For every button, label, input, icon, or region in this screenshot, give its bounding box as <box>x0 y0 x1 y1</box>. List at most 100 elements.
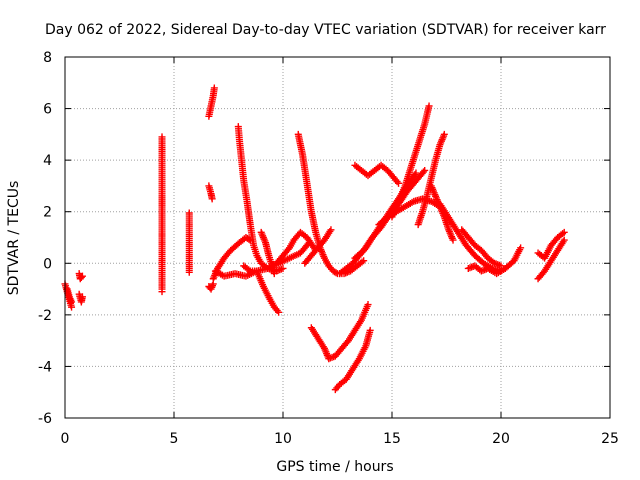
data-point <box>551 237 559 245</box>
data-point <box>320 252 328 260</box>
data-point <box>264 250 272 258</box>
data-point <box>354 356 362 364</box>
data-point <box>249 239 257 247</box>
data-point <box>185 266 193 274</box>
y-tick-label: -4 <box>38 359 52 375</box>
data-point <box>209 282 217 290</box>
y-axis-label: SDTVAR / TECUs <box>6 181 22 296</box>
data-point <box>358 258 366 266</box>
data-point <box>418 169 426 177</box>
data-point <box>407 163 415 171</box>
data-point <box>495 261 503 269</box>
data-point <box>318 239 326 247</box>
data-point <box>305 255 313 263</box>
data-point <box>298 149 306 157</box>
data-point <box>419 168 427 176</box>
data-point <box>516 246 524 254</box>
series-t9 <box>205 280 217 293</box>
series-t2 <box>63 285 76 306</box>
data-point <box>435 143 443 151</box>
data-point <box>224 249 232 257</box>
y-tick-label: -2 <box>38 308 52 324</box>
series-t10 <box>209 234 254 283</box>
data-point <box>252 249 260 257</box>
data-point <box>276 255 284 263</box>
data-point <box>411 171 419 179</box>
data-point <box>65 291 73 299</box>
series-t28 <box>458 226 505 270</box>
series-t30 <box>534 236 568 283</box>
data-point <box>277 265 285 273</box>
series-t14 <box>257 228 278 278</box>
series-t22 <box>351 161 403 187</box>
x-tick-label: 10 <box>274 431 292 447</box>
data-point <box>468 238 476 246</box>
data-point <box>335 347 343 355</box>
x-tick-label: 20 <box>492 431 510 447</box>
data-point <box>559 230 567 238</box>
data-point <box>207 188 215 196</box>
series-t16 <box>294 130 368 278</box>
data-point <box>232 241 240 249</box>
data-point <box>311 247 319 255</box>
data-point <box>431 191 439 199</box>
data-point <box>209 94 217 102</box>
data-point <box>393 178 401 186</box>
x-tick-label: 15 <box>383 431 401 447</box>
series-t15 <box>272 228 320 267</box>
data-point <box>448 234 456 242</box>
data-point <box>400 184 408 192</box>
data-point <box>78 295 86 303</box>
data-points <box>61 84 568 394</box>
axis-ticks: 0 5 10 15 20 25 -6 -4 -2 0 2 4 6 8 <box>38 50 619 447</box>
series-t8 <box>205 182 216 203</box>
data-point <box>261 237 269 245</box>
data-point <box>357 249 365 257</box>
data-point <box>324 260 332 268</box>
series-t17 <box>301 226 335 267</box>
data-point <box>481 251 489 259</box>
data-point <box>477 257 485 265</box>
data-point <box>366 237 374 245</box>
series-t6 <box>185 209 193 276</box>
series-t21 <box>351 169 420 262</box>
series-t24 <box>388 102 433 221</box>
series-t19 <box>331 326 374 394</box>
data-point <box>431 158 439 166</box>
series-t12 <box>234 123 287 275</box>
data-point <box>273 307 281 315</box>
series-t29 <box>464 244 525 278</box>
chart-title: Day 062 of 2022, Sidereal Day-to-day VTE… <box>45 22 606 38</box>
y-tick-label: 8 <box>43 50 52 66</box>
data-point <box>331 268 339 276</box>
series-t18 <box>307 301 372 363</box>
data-point <box>207 104 215 112</box>
series-t5 <box>158 133 166 296</box>
data-point <box>468 249 476 257</box>
y-tick-label: 6 <box>43 102 52 118</box>
data-point <box>311 226 319 234</box>
data-point <box>559 238 567 246</box>
data-point <box>158 283 166 291</box>
data-point <box>366 328 374 336</box>
y-tick-label: 2 <box>43 205 52 221</box>
x-axis-label: GPS time / hours <box>276 459 393 475</box>
data-point <box>444 224 452 232</box>
data-point <box>422 194 430 202</box>
data-point <box>307 206 315 214</box>
data-point <box>270 268 278 276</box>
data-point <box>67 296 75 304</box>
data-point <box>245 266 253 274</box>
data-point <box>394 199 402 207</box>
data-point <box>507 259 515 267</box>
data-point <box>418 210 426 218</box>
y-tick-label: 0 <box>43 256 52 272</box>
data-point <box>326 227 334 235</box>
series-t31 <box>534 228 568 262</box>
data-point <box>538 270 546 278</box>
data-point <box>356 318 364 326</box>
data-point <box>425 104 433 112</box>
series-t4 <box>75 290 86 306</box>
data-point <box>283 247 291 255</box>
